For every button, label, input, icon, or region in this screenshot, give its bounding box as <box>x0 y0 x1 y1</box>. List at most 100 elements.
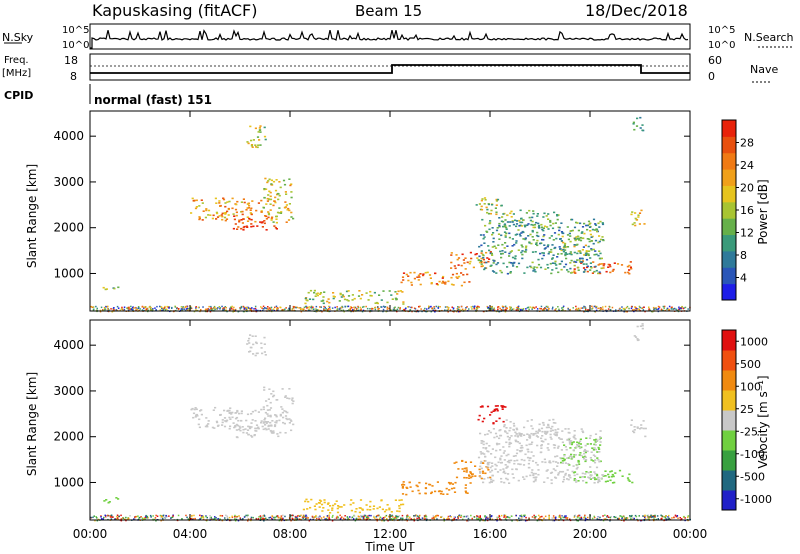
data-cell <box>557 214 560 216</box>
data-cell <box>322 507 325 509</box>
data-cell <box>601 223 605 226</box>
data-cell <box>362 514 365 517</box>
data-cell <box>637 519 639 522</box>
data-cell <box>223 216 227 219</box>
data-cell <box>291 397 294 399</box>
data-cell <box>568 232 571 235</box>
data-cell <box>323 291 326 293</box>
data-cell <box>241 210 244 213</box>
data-cell <box>496 198 500 201</box>
data-cell <box>635 307 637 309</box>
data-cell <box>605 270 608 273</box>
data-cell <box>498 514 500 517</box>
data-cell <box>191 518 194 521</box>
data-cell <box>590 240 593 242</box>
data-cell <box>413 518 415 520</box>
data-cell <box>481 405 484 407</box>
data-cell <box>558 516 560 518</box>
data-cell <box>165 515 167 517</box>
data-cell <box>418 518 421 520</box>
data-cell <box>243 516 246 518</box>
data-cell <box>269 191 272 194</box>
data-cell <box>503 309 505 311</box>
data-cell <box>594 223 597 225</box>
data-cell <box>205 424 209 427</box>
data-cell <box>336 511 340 514</box>
data-cell <box>270 219 273 221</box>
data-cell <box>272 395 275 398</box>
data-cell <box>248 337 251 340</box>
data-cell <box>201 219 204 221</box>
data-cell <box>594 478 597 481</box>
data-cell <box>522 476 525 478</box>
data-cell <box>289 419 292 421</box>
data-cell <box>112 516 114 518</box>
data-cell <box>597 478 600 481</box>
data-cell <box>542 252 545 254</box>
data-cell <box>578 307 580 310</box>
data-cell <box>528 457 531 459</box>
data-cell <box>523 459 526 462</box>
data-cell <box>633 335 636 337</box>
data-cell <box>555 433 558 435</box>
data-cell <box>558 263 561 265</box>
data-cell <box>398 515 400 517</box>
data-cell <box>583 222 586 225</box>
data-cell <box>195 199 198 202</box>
data-cell <box>226 515 228 518</box>
data-cell <box>588 226 592 228</box>
data-cell <box>638 308 641 311</box>
data-cell <box>626 477 630 479</box>
data-cell <box>215 517 217 519</box>
data-cell <box>125 516 127 519</box>
data-cell <box>655 307 657 309</box>
data-cell <box>361 310 364 313</box>
data-cell <box>523 434 526 436</box>
data-cell <box>297 514 300 517</box>
data-cell <box>496 405 499 407</box>
data-cell <box>634 217 637 220</box>
data-cell <box>269 195 272 198</box>
data-cell <box>492 232 495 234</box>
data-cell <box>549 262 552 265</box>
data-cell <box>95 516 97 518</box>
data-cell <box>331 520 334 522</box>
data-cell <box>341 306 344 309</box>
data-cell <box>460 514 463 517</box>
data-cell <box>135 515 138 518</box>
data-cell <box>516 449 519 451</box>
data-cell <box>521 516 524 518</box>
data-cell <box>573 474 576 477</box>
data-cell <box>647 516 649 518</box>
data-cell <box>485 206 488 209</box>
data-cell <box>502 420 505 423</box>
data-cell <box>212 409 215 411</box>
data-cell <box>246 216 249 218</box>
data-cell <box>643 306 645 308</box>
data-cell <box>370 514 372 517</box>
data-cell <box>523 272 526 274</box>
data-cell <box>552 460 555 463</box>
data-cell <box>521 309 524 311</box>
data-cell <box>515 225 518 228</box>
data-cell <box>555 516 557 519</box>
data-cell <box>585 471 588 473</box>
data-cell <box>675 308 677 311</box>
data-cell <box>535 243 538 245</box>
data-cell <box>278 212 281 214</box>
data-cell <box>556 447 560 449</box>
data-cell <box>592 248 595 251</box>
data-cell <box>430 305 432 308</box>
data-cell <box>162 307 165 310</box>
data-cell <box>577 461 580 463</box>
data-cell <box>228 200 231 203</box>
data-cell <box>491 254 494 256</box>
data-cell <box>426 271 429 274</box>
data-cell <box>400 281 403 284</box>
data-cell <box>322 302 325 305</box>
data-cell <box>543 309 545 311</box>
data-cell <box>607 476 611 478</box>
velocity-panel-frame <box>89 319 691 521</box>
data-cell <box>520 444 523 447</box>
data-cell <box>105 515 107 518</box>
